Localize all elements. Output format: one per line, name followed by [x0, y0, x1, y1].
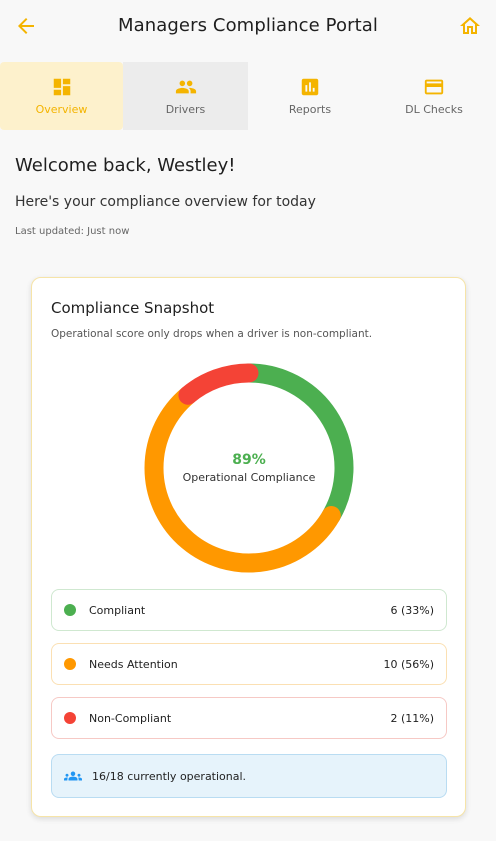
tab-drivers[interactable]: Drivers	[123, 62, 248, 130]
tab-reports[interactable]: Reports	[248, 62, 372, 130]
donut-slice-needs-attention	[144, 385, 341, 573]
legend-label: Compliant	[89, 603, 146, 617]
operational-text: 16/18 currently operational.	[92, 769, 247, 783]
legend-value: 6 (33%)	[390, 603, 434, 617]
tab-label: Drivers	[165, 103, 206, 116]
arrow-left-icon[interactable]	[14, 14, 38, 38]
donut-center: 89% Operational Compliance	[143, 362, 355, 574]
tab-label: Overview	[35, 103, 88, 116]
legend-value: 10 (56%)	[383, 657, 434, 671]
card-subtitle: Operational score only drops when a driv…	[51, 328, 373, 340]
legend-label: Non-Compliant	[89, 711, 172, 725]
compliance-donut-chart	[144, 363, 354, 573]
legend-needs-attention[interactable]: Needs Attention 10 (56%)	[51, 643, 447, 685]
home-icon[interactable]	[458, 14, 482, 38]
status-dot	[64, 712, 76, 724]
tab-bar: Overview Drivers Reports DL Checks	[0, 62, 496, 130]
card-title: Compliance Snapshot	[51, 299, 215, 317]
dashboard-icon	[53, 78, 70, 96]
legend-label: Needs Attention	[89, 657, 178, 671]
last-updated: Last updated: Just now	[15, 226, 130, 237]
donut-slice-compliant	[239, 363, 354, 525]
group-icon	[64, 771, 82, 781]
legend-value: 2 (11%)	[390, 711, 434, 725]
tab-label: Reports	[288, 103, 332, 116]
people-icon	[175, 80, 196, 94]
tab-dl-checks[interactable]: DL Checks	[372, 62, 496, 130]
operational-score-label: Operational Compliance	[182, 471, 316, 484]
tab-label: DL Checks	[405, 103, 463, 116]
operational-score: 89%	[232, 452, 266, 468]
welcome-subtitle: Here's your compliance overview for toda…	[15, 194, 316, 210]
welcome-heading: Welcome back, Westley!	[15, 155, 236, 176]
status-dot	[64, 658, 76, 670]
page-title: Managers Compliance Portal	[118, 15, 378, 36]
legend-compliant[interactable]: Compliant 6 (33%)	[51, 589, 447, 631]
donut-slice-non-compliant	[178, 363, 259, 405]
status-dot	[64, 604, 76, 616]
app-bar: Managers Compliance Portal	[0, 0, 496, 52]
legend-non-compliant[interactable]: Non-Compliant 2 (11%)	[51, 697, 447, 739]
operational-banner: 16/18 currently operational.	[51, 754, 447, 798]
bar-chart-icon	[301, 78, 319, 96]
tab-overview[interactable]: Overview	[0, 62, 123, 130]
card-icon	[424, 79, 444, 95]
compliance-snapshot-card: Compliance Snapshot Operational score on…	[31, 277, 466, 817]
